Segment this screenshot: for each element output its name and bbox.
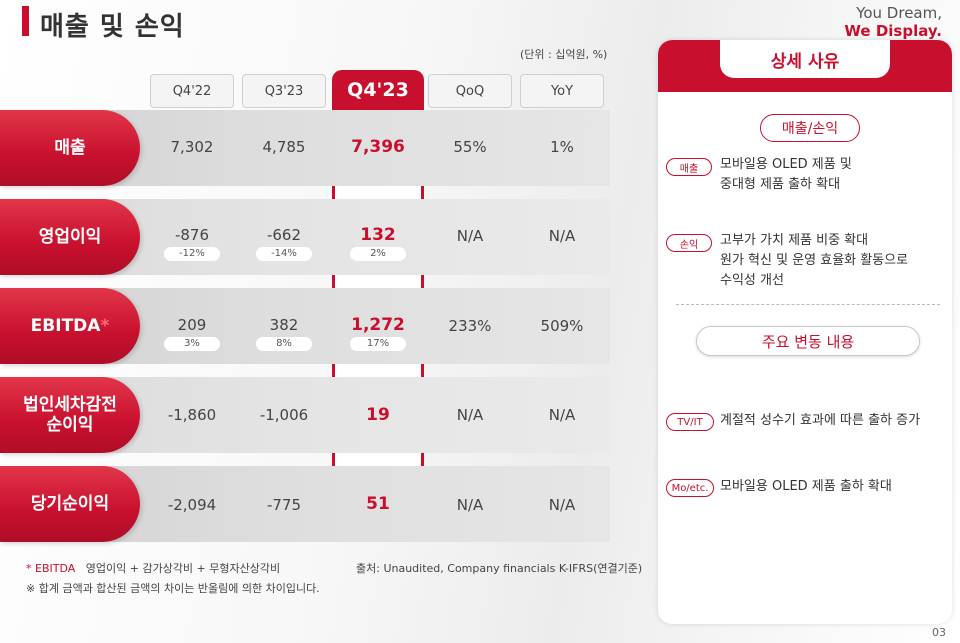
- cell-value-highlight: 51: [366, 494, 390, 514]
- margin-badge: 3%: [164, 337, 220, 351]
- brand-logo: You Dream, We Display.: [844, 4, 942, 40]
- cell-value: -1,006: [259, 406, 309, 424]
- footnote-mark: *: [100, 316, 110, 336]
- reason-tag: Mo/etc.: [666, 479, 714, 497]
- column-header-q3-23: Q3'23: [242, 74, 326, 108]
- cell-value-highlight: 1,272: [351, 315, 405, 335]
- reason-line: 중대형 제품 출하 확대: [720, 177, 841, 192]
- column-header-qoq: QoQ: [428, 74, 512, 108]
- cell-value: -775: [266, 496, 302, 514]
- cell-value: 382: [269, 316, 299, 334]
- table-row: [60, 110, 610, 186]
- cell-value: N/A: [548, 496, 576, 514]
- cell-value-highlight: 7,396: [351, 137, 405, 157]
- cell-value: N/A: [456, 496, 484, 514]
- source-note: 출처: Unaudited, Company financials K-IFRS…: [356, 562, 643, 575]
- row-label-ebitda: EBITDA *: [0, 288, 140, 364]
- reason-text: 모바일용 OLED 제품 출하 확대: [720, 479, 892, 494]
- reason-line: 모바일용 OLED 제품 및: [720, 157, 852, 172]
- column-header-q4-22: Q4'22: [150, 74, 234, 108]
- cell-value: N/A: [456, 227, 484, 245]
- cell-value: 55%: [453, 138, 487, 156]
- cell-value-highlight: 19: [366, 405, 390, 425]
- row-label-line2: 순이익: [46, 415, 94, 435]
- ebitda-footnote-mark: * EBITDA: [26, 562, 76, 575]
- reason-text: 모바일용 OLED 제품 및 중대형 제품 출하 확대: [720, 155, 852, 195]
- row-label-pretax-income: 법인세차감전 순이익: [0, 377, 140, 453]
- table-row: [60, 199, 610, 275]
- reason-tag: 매출: [666, 158, 712, 176]
- cell-value: -662: [266, 226, 302, 244]
- ebitda-footnote-definition: 영업이익 + 감가상각비 + 무형자산상각비: [85, 562, 281, 575]
- cell-value: N/A: [456, 406, 484, 424]
- row-label-revenue: 매출: [0, 110, 140, 186]
- cell-value: 4,785: [262, 138, 306, 156]
- reason-tag: TV/IT: [666, 413, 714, 431]
- reason-line: 원가 혁신 및 운영 효율화 활동으로: [720, 253, 909, 268]
- row-label-operating-profit: 영업이익: [0, 199, 140, 275]
- reason-line: 고부가 가치 제품 비중 확대: [720, 233, 869, 248]
- page-title: 매출 및 손익: [40, 12, 185, 42]
- reason-line: 수익성 개선: [720, 273, 784, 288]
- panel-divider: [676, 304, 940, 305]
- margin-badge: 2%: [350, 247, 406, 261]
- table-row: [60, 288, 610, 364]
- cell-value: -1,860: [167, 406, 217, 424]
- section-heading-revenue-profit: 매출/손익: [760, 114, 860, 142]
- column-header-q4-23: Q4'23: [332, 70, 424, 110]
- cell-value: N/A: [548, 406, 576, 424]
- row-label-net-income: 당기순이익: [0, 466, 140, 542]
- cell-value: N/A: [548, 227, 576, 245]
- panel-title: 상세 사유: [720, 40, 890, 78]
- brand-line1: You Dream,: [856, 4, 942, 22]
- margin-badge: -12%: [164, 247, 220, 261]
- column-header-yoy: YoY: [520, 74, 604, 108]
- margin-badge: 8%: [256, 337, 312, 351]
- brand-line2: We Display.: [844, 22, 942, 40]
- cell-value: -876: [174, 226, 210, 244]
- reason-text: 계절적 성수기 효과에 따른 출하 증가: [720, 413, 921, 428]
- cell-value: 209: [177, 316, 207, 334]
- cell-value-highlight: 132: [360, 225, 396, 245]
- reason-tag: 손익: [666, 234, 712, 252]
- cell-value: 1%: [550, 138, 574, 156]
- cell-value: -2,094: [167, 496, 217, 514]
- cell-value: 7,302: [170, 138, 214, 156]
- table-row: [60, 377, 610, 453]
- unit-label: (단위 : 십억원, %): [520, 48, 608, 61]
- ebitda-footnote: * EBITDA 영업이익 + 감가상각비 + 무형자산상각비: [26, 560, 280, 576]
- margin-badge: 17%: [350, 337, 406, 351]
- margin-badge: -14%: [256, 247, 312, 261]
- cell-value: 233%: [448, 317, 492, 335]
- table-row: [60, 466, 610, 542]
- row-label-line1: 법인세차감전: [23, 395, 117, 415]
- rounding-note: ※ 합계 금액과 합산된 금액의 차이는 반올림에 의한 차이입니다.: [26, 582, 320, 595]
- section-heading-key-changes: 주요 변동 내용: [696, 326, 920, 356]
- title-accent-bar: [22, 6, 29, 36]
- row-label-text: EBITDA: [30, 316, 101, 336]
- cell-value: 509%: [540, 317, 584, 335]
- reason-text: 고부가 가치 제품 비중 확대 원가 혁신 및 운영 효율화 활동으로 수익성 …: [720, 231, 908, 291]
- page-number: 03: [932, 626, 946, 639]
